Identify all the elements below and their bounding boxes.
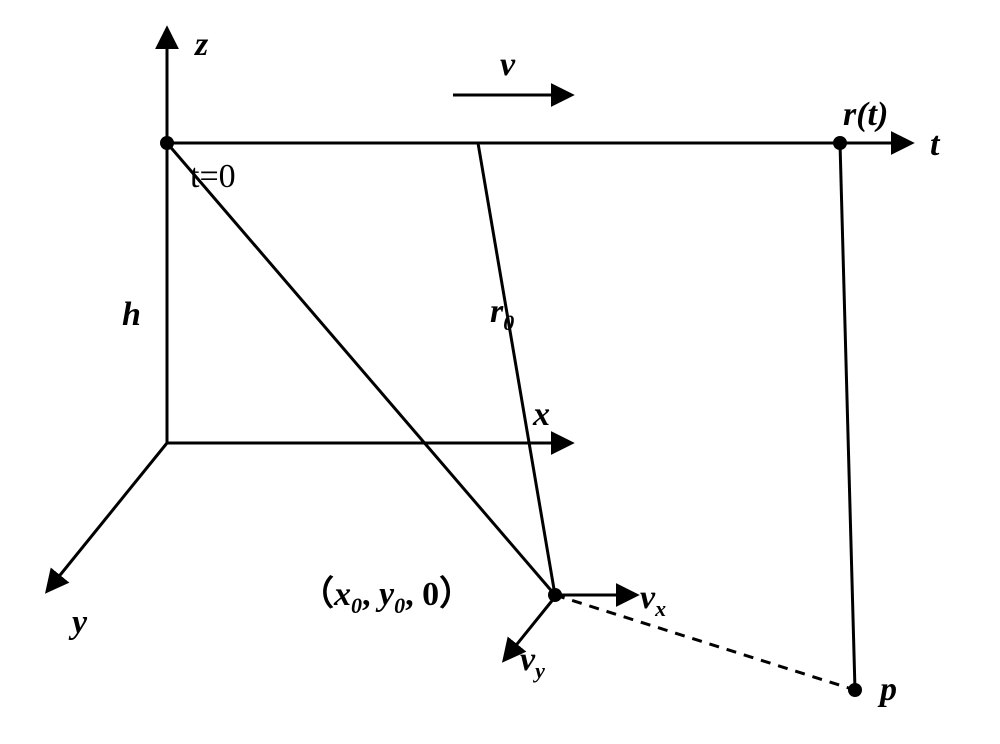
label-h: h: [122, 296, 141, 333]
target0-to-p-dashed: [555, 595, 855, 690]
dot-p: [848, 683, 862, 697]
label-p: p: [877, 671, 897, 708]
label-t: t: [930, 126, 941, 163]
r0-segment: [478, 143, 555, 595]
dot-origin-top: [160, 136, 174, 150]
label-y: y: [68, 604, 88, 641]
label-t0: t=0: [190, 158, 236, 195]
slant-to-target0: [167, 143, 555, 595]
label-vy: vy: [520, 641, 545, 683]
label-r0: r0: [490, 293, 514, 335]
dot-rt: [833, 136, 847, 150]
label-v: v: [500, 46, 516, 83]
y-axis: [48, 443, 167, 590]
dot-target0: [548, 588, 562, 602]
coordinate-diagram: z t x y h v r(t) t=0 p r0 vx vy （x0, y0,…: [0, 0, 1000, 744]
label-target0: （x0, y0, 0）: [300, 574, 473, 618]
rt-to-p: [840, 143, 855, 690]
label-rt: r(t): [843, 96, 888, 133]
label-vx: vx: [640, 579, 666, 621]
label-x: x: [532, 396, 550, 433]
label-z: z: [194, 26, 209, 63]
